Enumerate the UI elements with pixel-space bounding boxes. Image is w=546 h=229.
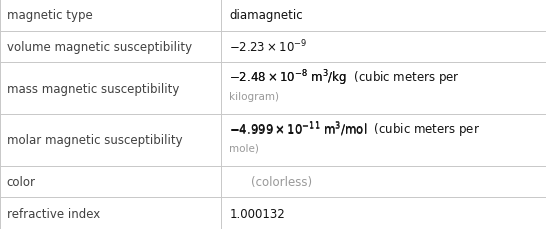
Text: magnetic type: magnetic type [7,9,92,22]
Text: $-2.48\times10^{-8}$ m$^{3}$/kg  (cubic meters per: $-2.48\times10^{-8}$ m$^{3}$/kg (cubic m… [229,68,460,87]
Text: mass magnetic susceptibility: mass magnetic susceptibility [7,82,179,95]
Text: molar magnetic susceptibility: molar magnetic susceptibility [7,134,182,147]
Text: mole): mole) [229,143,259,153]
Text: $-4.999\times10^{-11}$ m$^{3}$/mol  (cubic meters per: $-4.999\times10^{-11}$ m$^{3}$/mol (cubi… [229,120,480,139]
Text: diamagnetic: diamagnetic [229,9,303,22]
Text: (colorless): (colorless) [251,175,312,188]
Text: color: color [7,175,35,188]
Text: $-2.23\times10^{-9}$: $-2.23\times10^{-9}$ [229,39,308,55]
Text: volume magnetic susceptibility: volume magnetic susceptibility [7,41,192,54]
Text: $-2.48\times10^{-8}$ m$^{3}$/kg: $-2.48\times10^{-8}$ m$^{3}$/kg [229,68,347,87]
Text: refractive index: refractive index [7,207,100,220]
Text: 1.000132: 1.000132 [229,207,285,220]
Text: kilogram): kilogram) [229,91,280,101]
Text: $-4.999\times10^{-11}$ m$^{3}$/mol: $-4.999\times10^{-11}$ m$^{3}$/mol [229,120,367,138]
